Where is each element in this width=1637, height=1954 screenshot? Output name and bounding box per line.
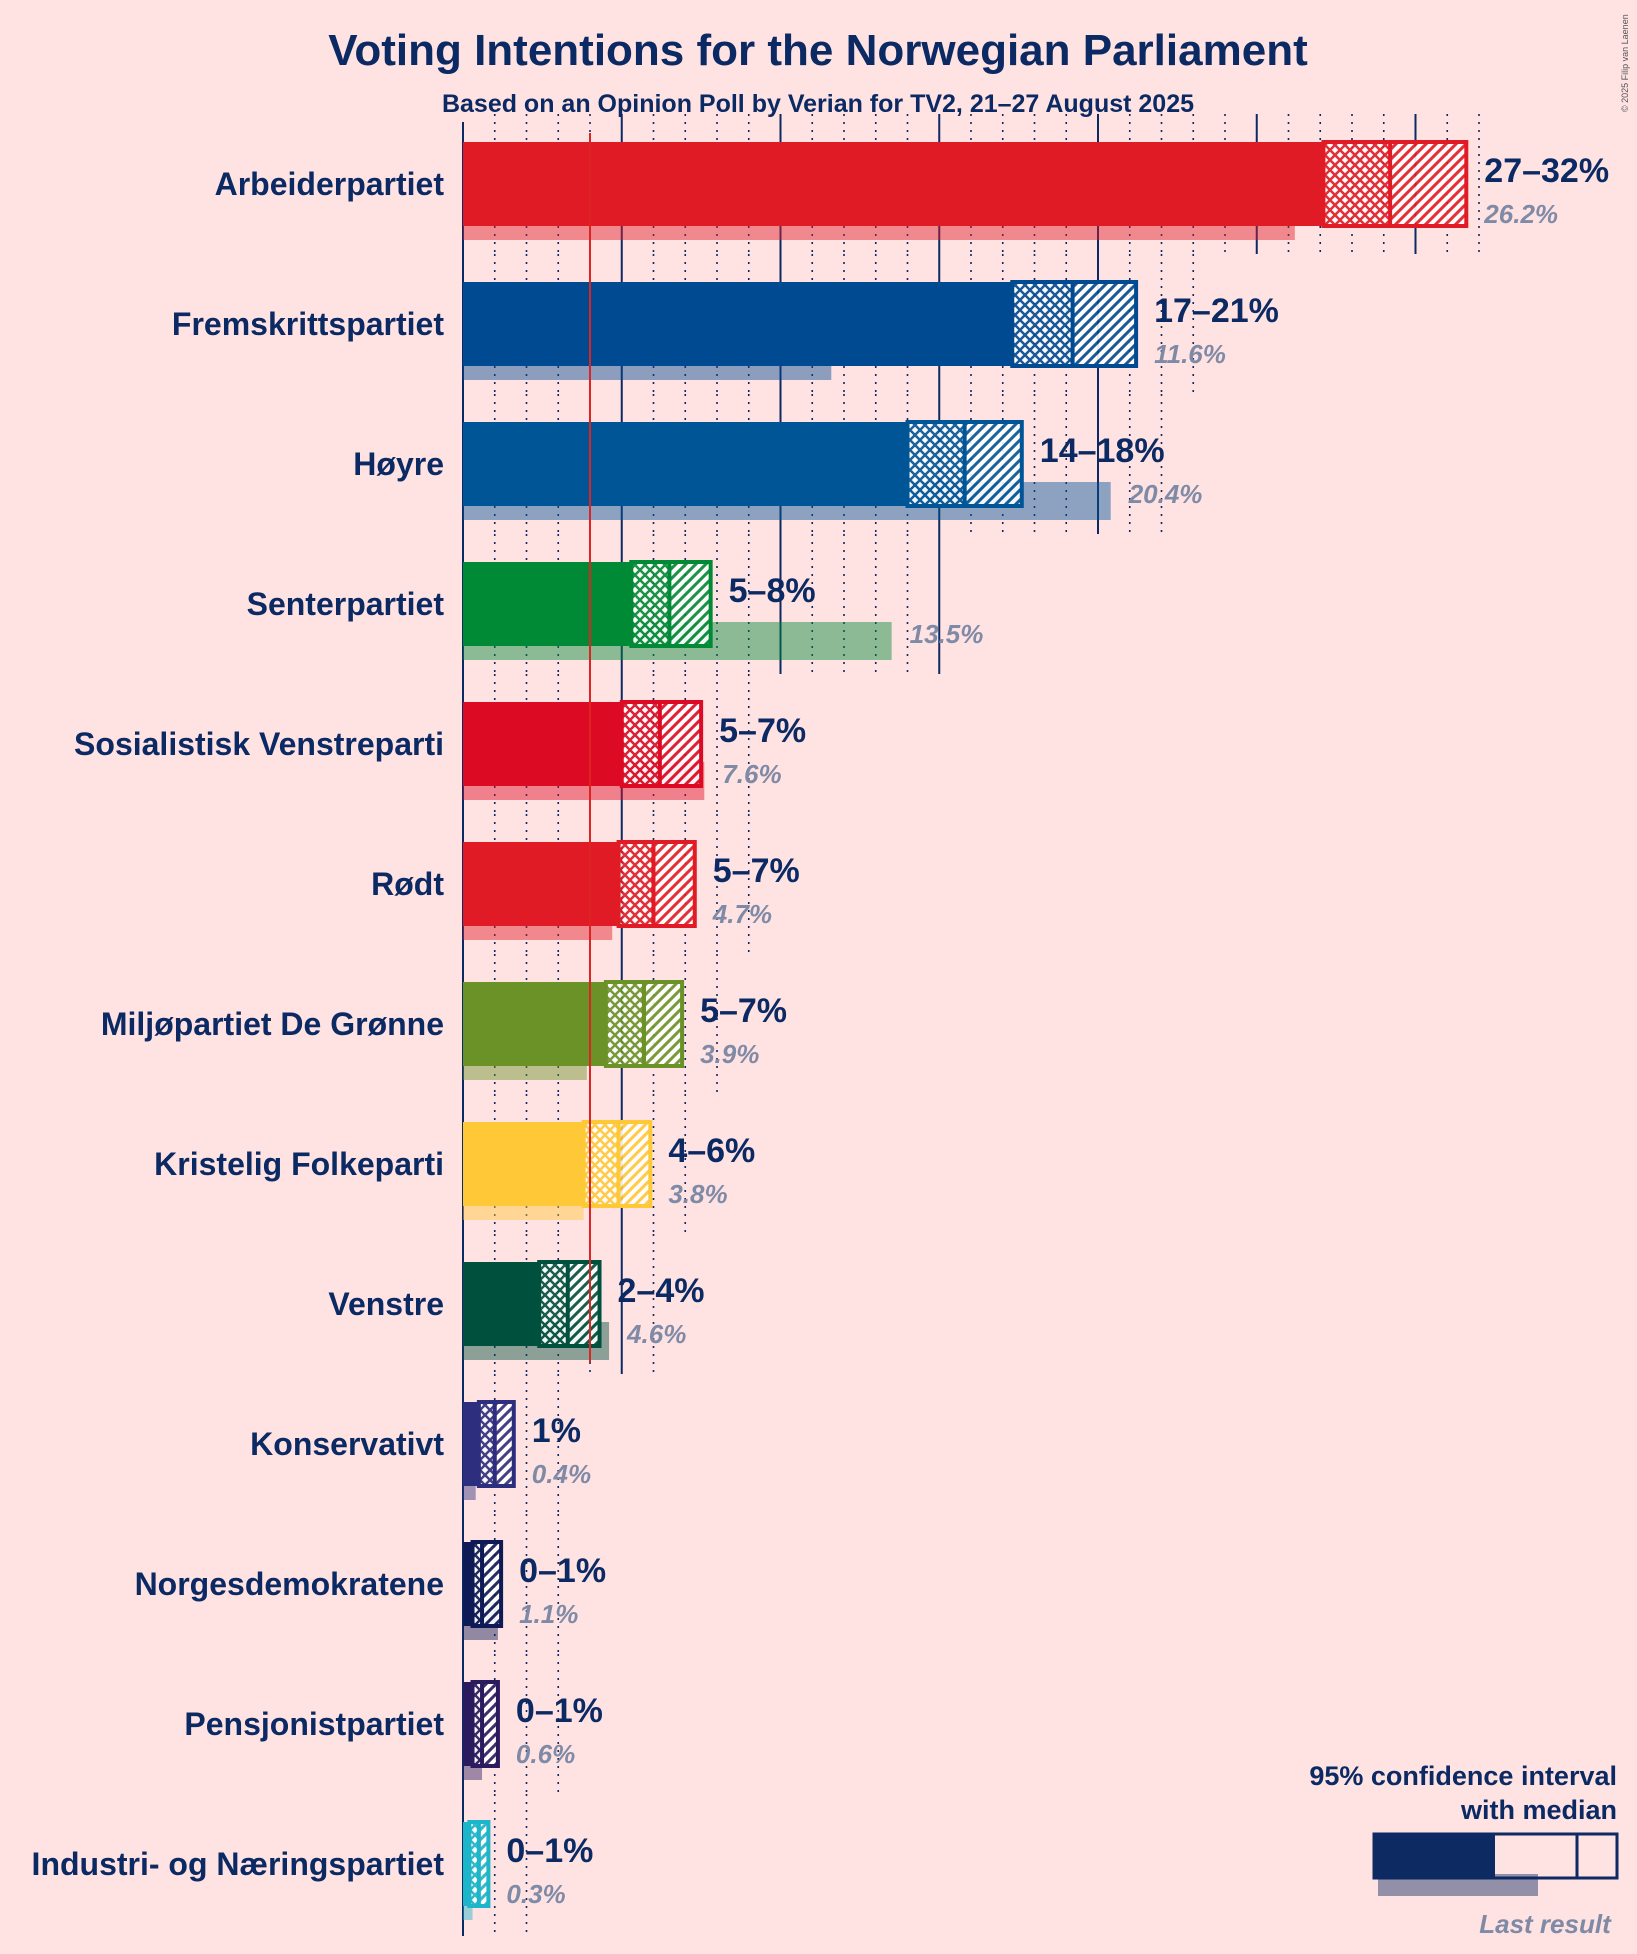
last-result-label: 3.8% — [668, 1179, 727, 1209]
party-label: Senterpartiet — [247, 586, 445, 622]
range-label: 14–18% — [1040, 432, 1165, 470]
range-label: 2–4% — [618, 1272, 705, 1310]
ci-low-bar — [463, 1262, 540, 1346]
range-label: 0–1% — [519, 1552, 606, 1590]
party-label: Norgesdemokratene — [135, 1566, 444, 1602]
last-result-label: 4.7% — [712, 899, 772, 929]
ci-upper-half — [653, 842, 695, 926]
last-result-label: 1.1% — [519, 1599, 578, 1629]
ci-lower-half — [583, 1122, 619, 1206]
legend-title-line1: 95% confidence interval — [1309, 1761, 1617, 1791]
ci-upper-half — [669, 562, 711, 646]
party-label: Miljøpartiet De Grønne — [101, 1006, 444, 1042]
party-label: Pensjonistpartiet — [184, 1706, 444, 1742]
ci-upper-half — [494, 1402, 514, 1486]
range-label: 5–8% — [729, 572, 816, 610]
ci-outline — [470, 1540, 504, 1628]
copyright: © 2025 Filip van Laenen — [1620, 14, 1630, 112]
range-label: 5–7% — [700, 992, 787, 1030]
party-label: Konservativt — [250, 1426, 444, 1462]
ci-outline — [1321, 140, 1469, 228]
party-label: Arbeiderpartiet — [215, 166, 445, 202]
ci-upper-half — [478, 1822, 489, 1906]
ci-lower-half — [478, 1402, 495, 1486]
ci-upper-half — [618, 1122, 651, 1206]
last-result-label: 26.2% — [1483, 199, 1558, 229]
ci-lower-half — [907, 422, 965, 506]
ci-upper-half — [1072, 282, 1137, 366]
last-result-label: 20.4% — [1128, 479, 1203, 509]
range-label: 17–21% — [1154, 292, 1279, 330]
last-result-label: 13.5% — [910, 619, 984, 649]
party-label: Industri- og Næringspartiet — [32, 1846, 445, 1882]
ci-lower-half — [605, 982, 644, 1066]
legend: 95% confidence interval with median Last… — [1309, 1761, 1619, 1939]
party-label: Rødt — [371, 866, 444, 902]
chart-subtitle: Based on an Opinion Poll by Verian for T… — [442, 90, 1194, 118]
legend-ci-upper-half — [1577, 1834, 1617, 1878]
ci-lower-half — [539, 1262, 568, 1346]
ci-upper-half — [482, 1682, 498, 1766]
ci-lower-half — [472, 1682, 483, 1766]
party-label: Venstre — [328, 1286, 444, 1322]
ci-lower-half — [618, 842, 654, 926]
ci-upper-half — [964, 422, 1022, 506]
legend-ci-lower-half — [1495, 1834, 1577, 1878]
last-result-label: 7.6% — [722, 759, 781, 789]
ci-outline — [616, 840, 697, 928]
ci-low-bar — [463, 562, 632, 646]
ci-upper-half — [567, 1262, 600, 1346]
ci-low-bar — [463, 1822, 470, 1906]
party-label: Fremskrittspartiet — [172, 306, 444, 342]
ci-lower-half — [469, 1822, 479, 1906]
legend-last-result-label: Last result — [1479, 1909, 1612, 1939]
ci-low-bar — [463, 1682, 473, 1766]
legend-title-line2: with median — [1460, 1795, 1617, 1825]
legend-ci-low-bar — [1374, 1834, 1495, 1878]
ci-low-bar — [463, 422, 908, 506]
ci-lower-half — [472, 1542, 483, 1626]
range-label: 5–7% — [713, 852, 800, 890]
range-label: 4–6% — [668, 1132, 755, 1170]
ci-lower-half — [1012, 282, 1073, 366]
ci-low-bar — [463, 282, 1013, 366]
last-result-label: 3.9% — [700, 1039, 759, 1069]
party-label: Høyre — [353, 446, 444, 482]
ci-upper-half — [1390, 142, 1467, 226]
ci-low-bar — [463, 1402, 479, 1486]
last-result-label: 11.6% — [1154, 339, 1226, 369]
ci-low-bar — [463, 842, 619, 926]
ci-lower-half — [621, 702, 660, 786]
range-label: 5–7% — [719, 712, 806, 750]
last-result-label: 0.4% — [532, 1459, 591, 1489]
range-label: 1% — [532, 1412, 581, 1450]
range-label: 27–32% — [1484, 152, 1609, 190]
ci-low-bar — [463, 1542, 473, 1626]
chart-title: Voting Intentions for the Norwegian Parl… — [328, 26, 1308, 75]
ci-upper-half — [482, 1542, 502, 1626]
ci-low-bar — [463, 982, 606, 1066]
ci-low-bar — [463, 702, 622, 786]
ci-lower-half — [631, 562, 670, 646]
ci-upper-half — [659, 702, 702, 786]
range-label: 0–1% — [506, 1832, 593, 1870]
ci-lower-half — [1323, 142, 1391, 226]
ci-low-bar — [463, 1122, 584, 1206]
last-result-label: 0.6% — [516, 1739, 575, 1769]
ci-low-bar — [463, 142, 1324, 226]
ci-outline — [470, 1680, 500, 1768]
last-result-label: 4.6% — [626, 1319, 686, 1349]
legend-outline — [1372, 1832, 1619, 1880]
party-label: Kristelig Folkeparti — [154, 1146, 444, 1182]
bars: Arbeiderpartiet 27–32% 26.2% Fremskrittspar… — [32, 133, 1609, 1920]
ci-upper-half — [643, 982, 683, 1066]
range-label: 0–1% — [516, 1692, 603, 1730]
party-label: Sosialistisk Venstreparti — [74, 726, 444, 762]
last-result-label: 0.3% — [506, 1879, 565, 1909]
